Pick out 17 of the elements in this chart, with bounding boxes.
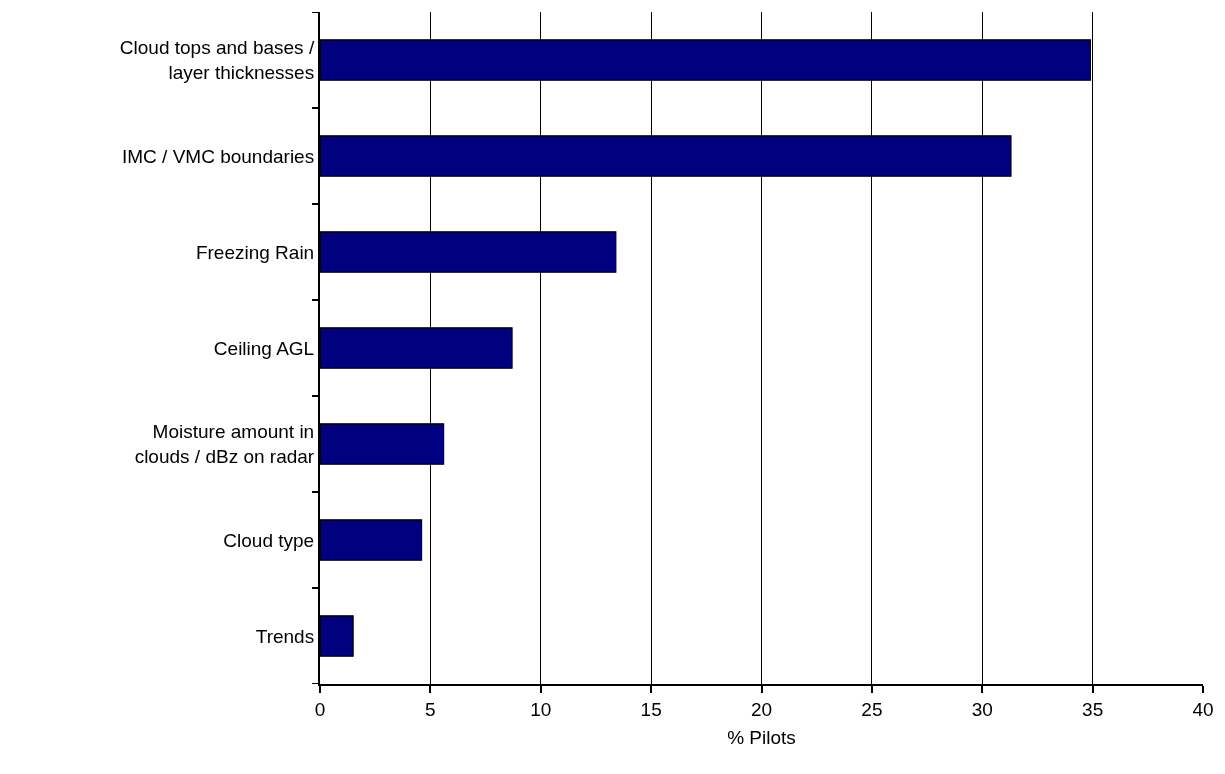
x-tick-label: 40 — [1192, 698, 1214, 720]
y-tick-label: Moisture amount in clouds / dBz on radar — [134, 421, 315, 467]
x-tick-label: 10 — [530, 698, 552, 720]
x-tick-label: 0 — [314, 698, 326, 720]
x-tick-label: 5 — [425, 698, 436, 720]
x-tick-label: 15 — [640, 698, 662, 720]
y-tick-label: Cloud type — [223, 529, 315, 551]
x-tick-label: 25 — [861, 698, 883, 720]
y-tick-label: Freezing Rain — [195, 241, 315, 263]
y-tick-label: Cloud tops and bases / layer thicknesses — [119, 37, 315, 83]
y-tick-label: Ceiling AGL — [213, 337, 315, 359]
x-tick-label: 20 — [750, 698, 773, 720]
x-tick-label: 30 — [971, 698, 993, 720]
y-tick-label: Trends — [255, 625, 315, 647]
x-tick-label: 35 — [1082, 698, 1104, 720]
x-axis-title: % Pilots — [727, 727, 796, 749]
y-tick-label: IMC / VMC boundaries — [122, 145, 315, 167]
